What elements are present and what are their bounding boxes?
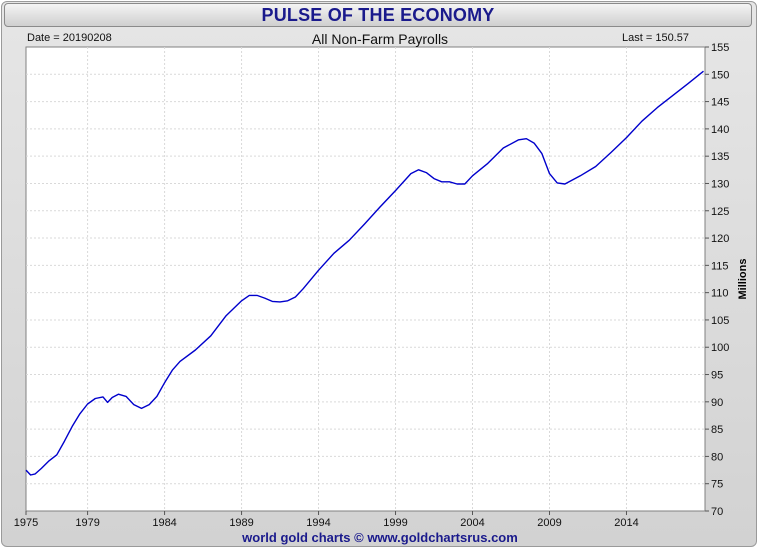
- y-tick-label: 120: [711, 233, 729, 245]
- y-tick-label: 90: [711, 397, 723, 409]
- y-tick-label: 115: [711, 260, 729, 272]
- y-tick-label: 75: [711, 479, 723, 491]
- y-tick-label: 85: [711, 424, 723, 436]
- y-tick-label: 70: [711, 506, 723, 518]
- y-tick-label: 110: [711, 288, 729, 300]
- y-tick-label: 130: [711, 178, 729, 190]
- title-bar: PULSE OF THE ECONOMY: [4, 3, 752, 27]
- chart-subtitle: All Non-Farm Payrolls: [311, 31, 449, 47]
- y-tick-label: 140: [711, 124, 729, 136]
- page-title: PULSE OF THE ECONOMY: [261, 5, 495, 25]
- series-line-nonfarm-payrolls: [25, 70, 704, 476]
- y-tick-label: 155: [711, 42, 729, 54]
- x-tick-label: 1994: [306, 517, 330, 529]
- y-axis-label: Millions: [737, 259, 749, 300]
- y-tick-label: 100: [711, 342, 729, 354]
- last-value-label: Last = 150.57: [622, 32, 689, 44]
- y-axis-ticks: 70 75 80 85 90 95 100 105 110 115 120 125 130 135 140 1…: [705, 42, 729, 518]
- y-tick-label: 150: [711, 69, 729, 81]
- y-tick-label: 145: [711, 97, 729, 109]
- x-tick-label: 2009: [537, 517, 561, 529]
- x-tick-label: 2004: [460, 517, 484, 529]
- x-tick-label: 1999: [383, 517, 407, 529]
- x-tick-label: 1979: [75, 517, 99, 529]
- footer-credit: world gold charts © www.goldchartsrus.co…: [242, 530, 518, 545]
- y-tick-label: 80: [711, 451, 723, 463]
- y-tick-label: 135: [711, 151, 729, 163]
- x-tick-label: 1989: [229, 517, 253, 529]
- x-tick-label: 2014: [614, 517, 638, 529]
- x-tick-label: 1975: [14, 517, 38, 529]
- y-tick-label: 95: [711, 370, 723, 382]
- y-tick-label: 105: [711, 315, 729, 327]
- plot-area: [25, 46, 706, 512]
- y-tick-label: 125: [711, 206, 729, 218]
- x-axis-ticks: 1975 1979 1984 1989 1994 1999 2004 2009 2014: [14, 511, 639, 529]
- grid-lines: [26, 47, 705, 511]
- date-label: Date = 20190208: [27, 32, 112, 44]
- x-tick-label: 1984: [152, 517, 176, 529]
